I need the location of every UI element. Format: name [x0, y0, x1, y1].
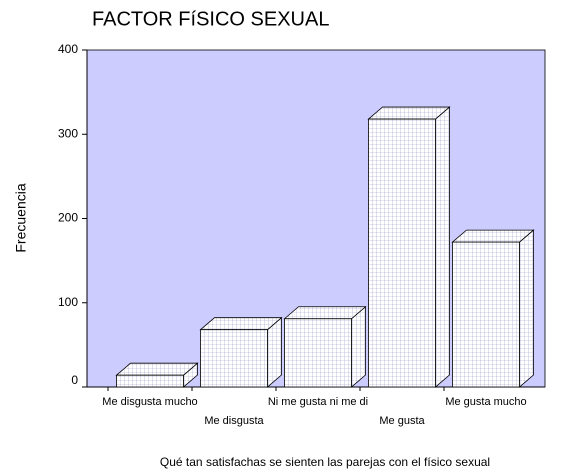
y-tick-label: 0 — [71, 373, 78, 387]
y-tick-label: 100 — [58, 295, 78, 309]
bar-face — [367, 106, 451, 120]
y-tick-label: 200 — [58, 211, 78, 225]
y-tick-label: 300 — [58, 126, 78, 140]
y-axis-label: Frecuencia — [13, 183, 29, 252]
bar — [115, 362, 199, 388]
bar-face — [284, 318, 352, 388]
bar-face — [435, 106, 450, 388]
x-tick-label: Me gusta mucho — [445, 396, 526, 408]
bar-face — [519, 229, 534, 388]
bar-face — [451, 229, 535, 243]
bar-face — [116, 374, 184, 388]
bar-face — [115, 362, 199, 376]
y-tick-label: 400 — [58, 42, 78, 56]
bar-face — [283, 306, 367, 320]
x-axis-label: Qué tan satisfachas se sienten las parej… — [160, 455, 490, 469]
bar-face — [452, 241, 520, 388]
bar — [199, 316, 283, 388]
bar-face — [200, 329, 268, 388]
chart-title: FACTOR FíSICO SEXUAL — [92, 8, 329, 30]
x-tick-label: Me disgusta mucho — [102, 396, 197, 408]
bar — [451, 229, 535, 388]
bar-face — [199, 317, 283, 331]
x-tick-label: Ni me gusta ni me di — [268, 396, 368, 408]
bar-face — [368, 118, 436, 388]
bar-face — [351, 305, 366, 388]
bar — [283, 305, 367, 388]
x-tick-label: Me disgusta — [204, 415, 264, 427]
x-tick-label: Me gusta — [379, 415, 425, 427]
bar — [367, 106, 451, 388]
